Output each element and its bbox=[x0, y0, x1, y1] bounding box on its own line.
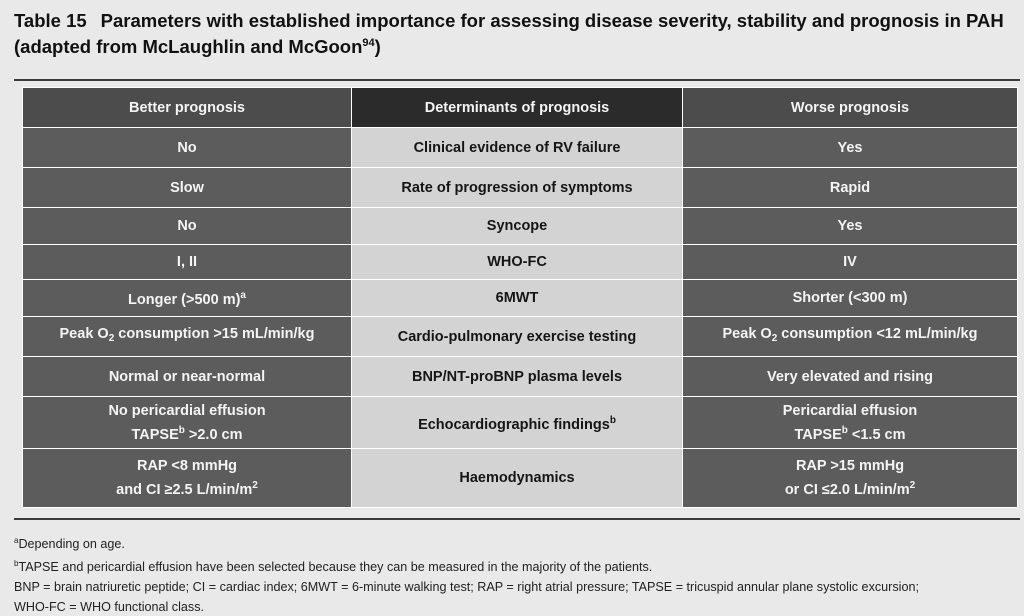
cell-determinant: Clinical evidence of RV failure bbox=[351, 127, 683, 168]
header-worse-prognosis: Worse prognosis bbox=[682, 87, 1018, 128]
cell-determinant: Rate of progression of symptoms bbox=[351, 167, 683, 208]
footnote-b-mark: b bbox=[14, 559, 19, 568]
cell-worse-text: consumption <12 mL/min/kg bbox=[777, 326, 978, 342]
table-row: RAP <8 mmHg and CI ≥2.5 L/min/m2 Haemodyn… bbox=[22, 448, 1018, 508]
subscript: 2 bbox=[771, 333, 778, 344]
cell-better-text: Longer (>500 m) bbox=[128, 292, 241, 308]
table-caption: Table 15 Parameters with established impo… bbox=[14, 8, 1020, 60]
cell-better-line2-rest: >2.0 cm bbox=[184, 426, 243, 443]
cell-better-line2: TAPSE bbox=[131, 426, 179, 443]
footnote-b-marker: b bbox=[841, 424, 848, 436]
footnote-b-marker: b bbox=[609, 414, 616, 426]
cell-determinant: Haemodynamics bbox=[351, 448, 683, 508]
table-row: Normal or near-normal BNP/NT-proBNP plas… bbox=[22, 356, 1018, 397]
header-row: Better prognosis Determinants of prognos… bbox=[22, 87, 1018, 128]
cell-better: Slow bbox=[22, 167, 352, 208]
bottom-rule bbox=[14, 518, 1020, 520]
footnote-a-mark: a bbox=[14, 536, 19, 545]
table-row: Slow Rate of progression of symptoms Rap… bbox=[22, 167, 1018, 208]
table-title: Parameters with established importance f… bbox=[14, 10, 1004, 57]
table-row: No Clinical evidence of RV failure Yes bbox=[22, 127, 1018, 168]
cell-worse: Peak O2 consumption <12 mL/min/kg bbox=[682, 316, 1018, 357]
cell-worse: Yes bbox=[682, 207, 1018, 245]
cell-better: Peak O2 consumption >15 mL/min/kg bbox=[22, 316, 352, 357]
cell-determinant: Echocardiographic findingsb bbox=[351, 396, 683, 449]
cell-better-line1: RAP <8 mmHg bbox=[136, 458, 238, 474]
cell-better-text: Peak O bbox=[59, 326, 109, 342]
table-number: Table 15 bbox=[14, 10, 87, 31]
caption-close-paren: ) bbox=[374, 36, 381, 57]
footnote-b-marker: b bbox=[178, 424, 185, 436]
cell-determinant: Syncope bbox=[351, 207, 683, 245]
cell-better: Longer (>500 m)a bbox=[22, 279, 352, 317]
top-rule bbox=[14, 79, 1020, 81]
header-determinants: Determinants of prognosis bbox=[351, 87, 683, 128]
cell-worse-line1: RAP >15 mmHg bbox=[795, 458, 905, 474]
cell-worse: Pericardial effusion TAPSEb <1.5 cm bbox=[682, 396, 1018, 449]
cell-better: Normal or near-normal bbox=[22, 356, 352, 397]
superscript: 2 bbox=[252, 480, 258, 491]
superscript: 2 bbox=[909, 480, 916, 491]
reference-superscript: 94 bbox=[362, 36, 375, 49]
prognosis-table: Better prognosis Determinants of prognos… bbox=[22, 87, 1018, 508]
subscript: 2 bbox=[108, 333, 115, 344]
footnote-a: aDepending on age. bbox=[14, 531, 1020, 554]
footnote-a-text: Depending on age. bbox=[18, 537, 125, 551]
cell-worse-line2: TAPSE bbox=[794, 426, 842, 443]
abbreviations-line1: BNP = brain natriuretic peptide; CI = ca… bbox=[14, 580, 919, 594]
table-row: No pericardial effusion TAPSEb >2.0 cm Ec… bbox=[22, 396, 1018, 449]
table-footnotes: aDepending on age. bTAPSE and pericardia… bbox=[14, 531, 1020, 616]
cell-determinant: BNP/NT-proBNP plasma levels bbox=[351, 356, 683, 397]
header-better-prognosis: Better prognosis bbox=[22, 87, 352, 128]
cell-better: No pericardial effusion TAPSEb >2.0 cm bbox=[22, 396, 352, 449]
cell-better: No bbox=[22, 207, 352, 245]
cell-worse: Rapid bbox=[682, 167, 1018, 208]
cell-better: I, II bbox=[22, 244, 352, 280]
abbreviations-line2: WHO-FC = WHO functional class. bbox=[14, 600, 204, 614]
cell-worse: Yes bbox=[682, 127, 1018, 168]
cell-determinant: WHO-FC bbox=[351, 244, 683, 280]
cell-determinant: 6MWT bbox=[351, 279, 683, 317]
cell-better: RAP <8 mmHg and CI ≥2.5 L/min/m2 bbox=[22, 448, 352, 508]
cell-better-line2: and CI ≥2.5 L/min/m bbox=[116, 482, 253, 498]
footnote-b-text: TAPSE and pericardial effusion have been… bbox=[18, 560, 653, 574]
table-row: I, II WHO-FC IV bbox=[22, 244, 1018, 280]
cell-worse-line2: or CI ≤2.0 L/min/m bbox=[784, 482, 910, 498]
cell-worse-line1: Pericardial effusion bbox=[782, 402, 918, 419]
cell-worse: Very elevated and rising bbox=[682, 356, 1018, 397]
cell-determinant-text: Echocardiographic findings bbox=[418, 416, 610, 433]
cell-worse-line2-rest: <1.5 cm bbox=[847, 426, 906, 443]
cell-worse: RAP >15 mmHg or CI ≤2.0 L/min/m2 bbox=[682, 448, 1018, 508]
table-row: No Syncope Yes bbox=[22, 207, 1018, 245]
cell-determinant: Cardio-pulmonary exercise testing bbox=[351, 316, 683, 357]
cell-worse: Shorter (<300 m) bbox=[682, 279, 1018, 317]
cell-better: No bbox=[22, 127, 352, 168]
footnote-a-marker: a bbox=[240, 290, 246, 301]
cell-worse-text: Peak O bbox=[722, 326, 772, 342]
cell-better-line1: No pericardial effusion bbox=[108, 402, 266, 419]
cell-worse: IV bbox=[682, 244, 1018, 280]
footnote-b: bTAPSE and pericardial effusion have bee… bbox=[14, 554, 1020, 577]
table-row: Longer (>500 m)a 6MWT Shorter (<300 m) bbox=[22, 279, 1018, 317]
table-row: Peak O2 consumption >15 mL/min/kg Cardio… bbox=[22, 316, 1018, 357]
cell-better-text: consumption >15 mL/min/kg bbox=[114, 326, 315, 342]
